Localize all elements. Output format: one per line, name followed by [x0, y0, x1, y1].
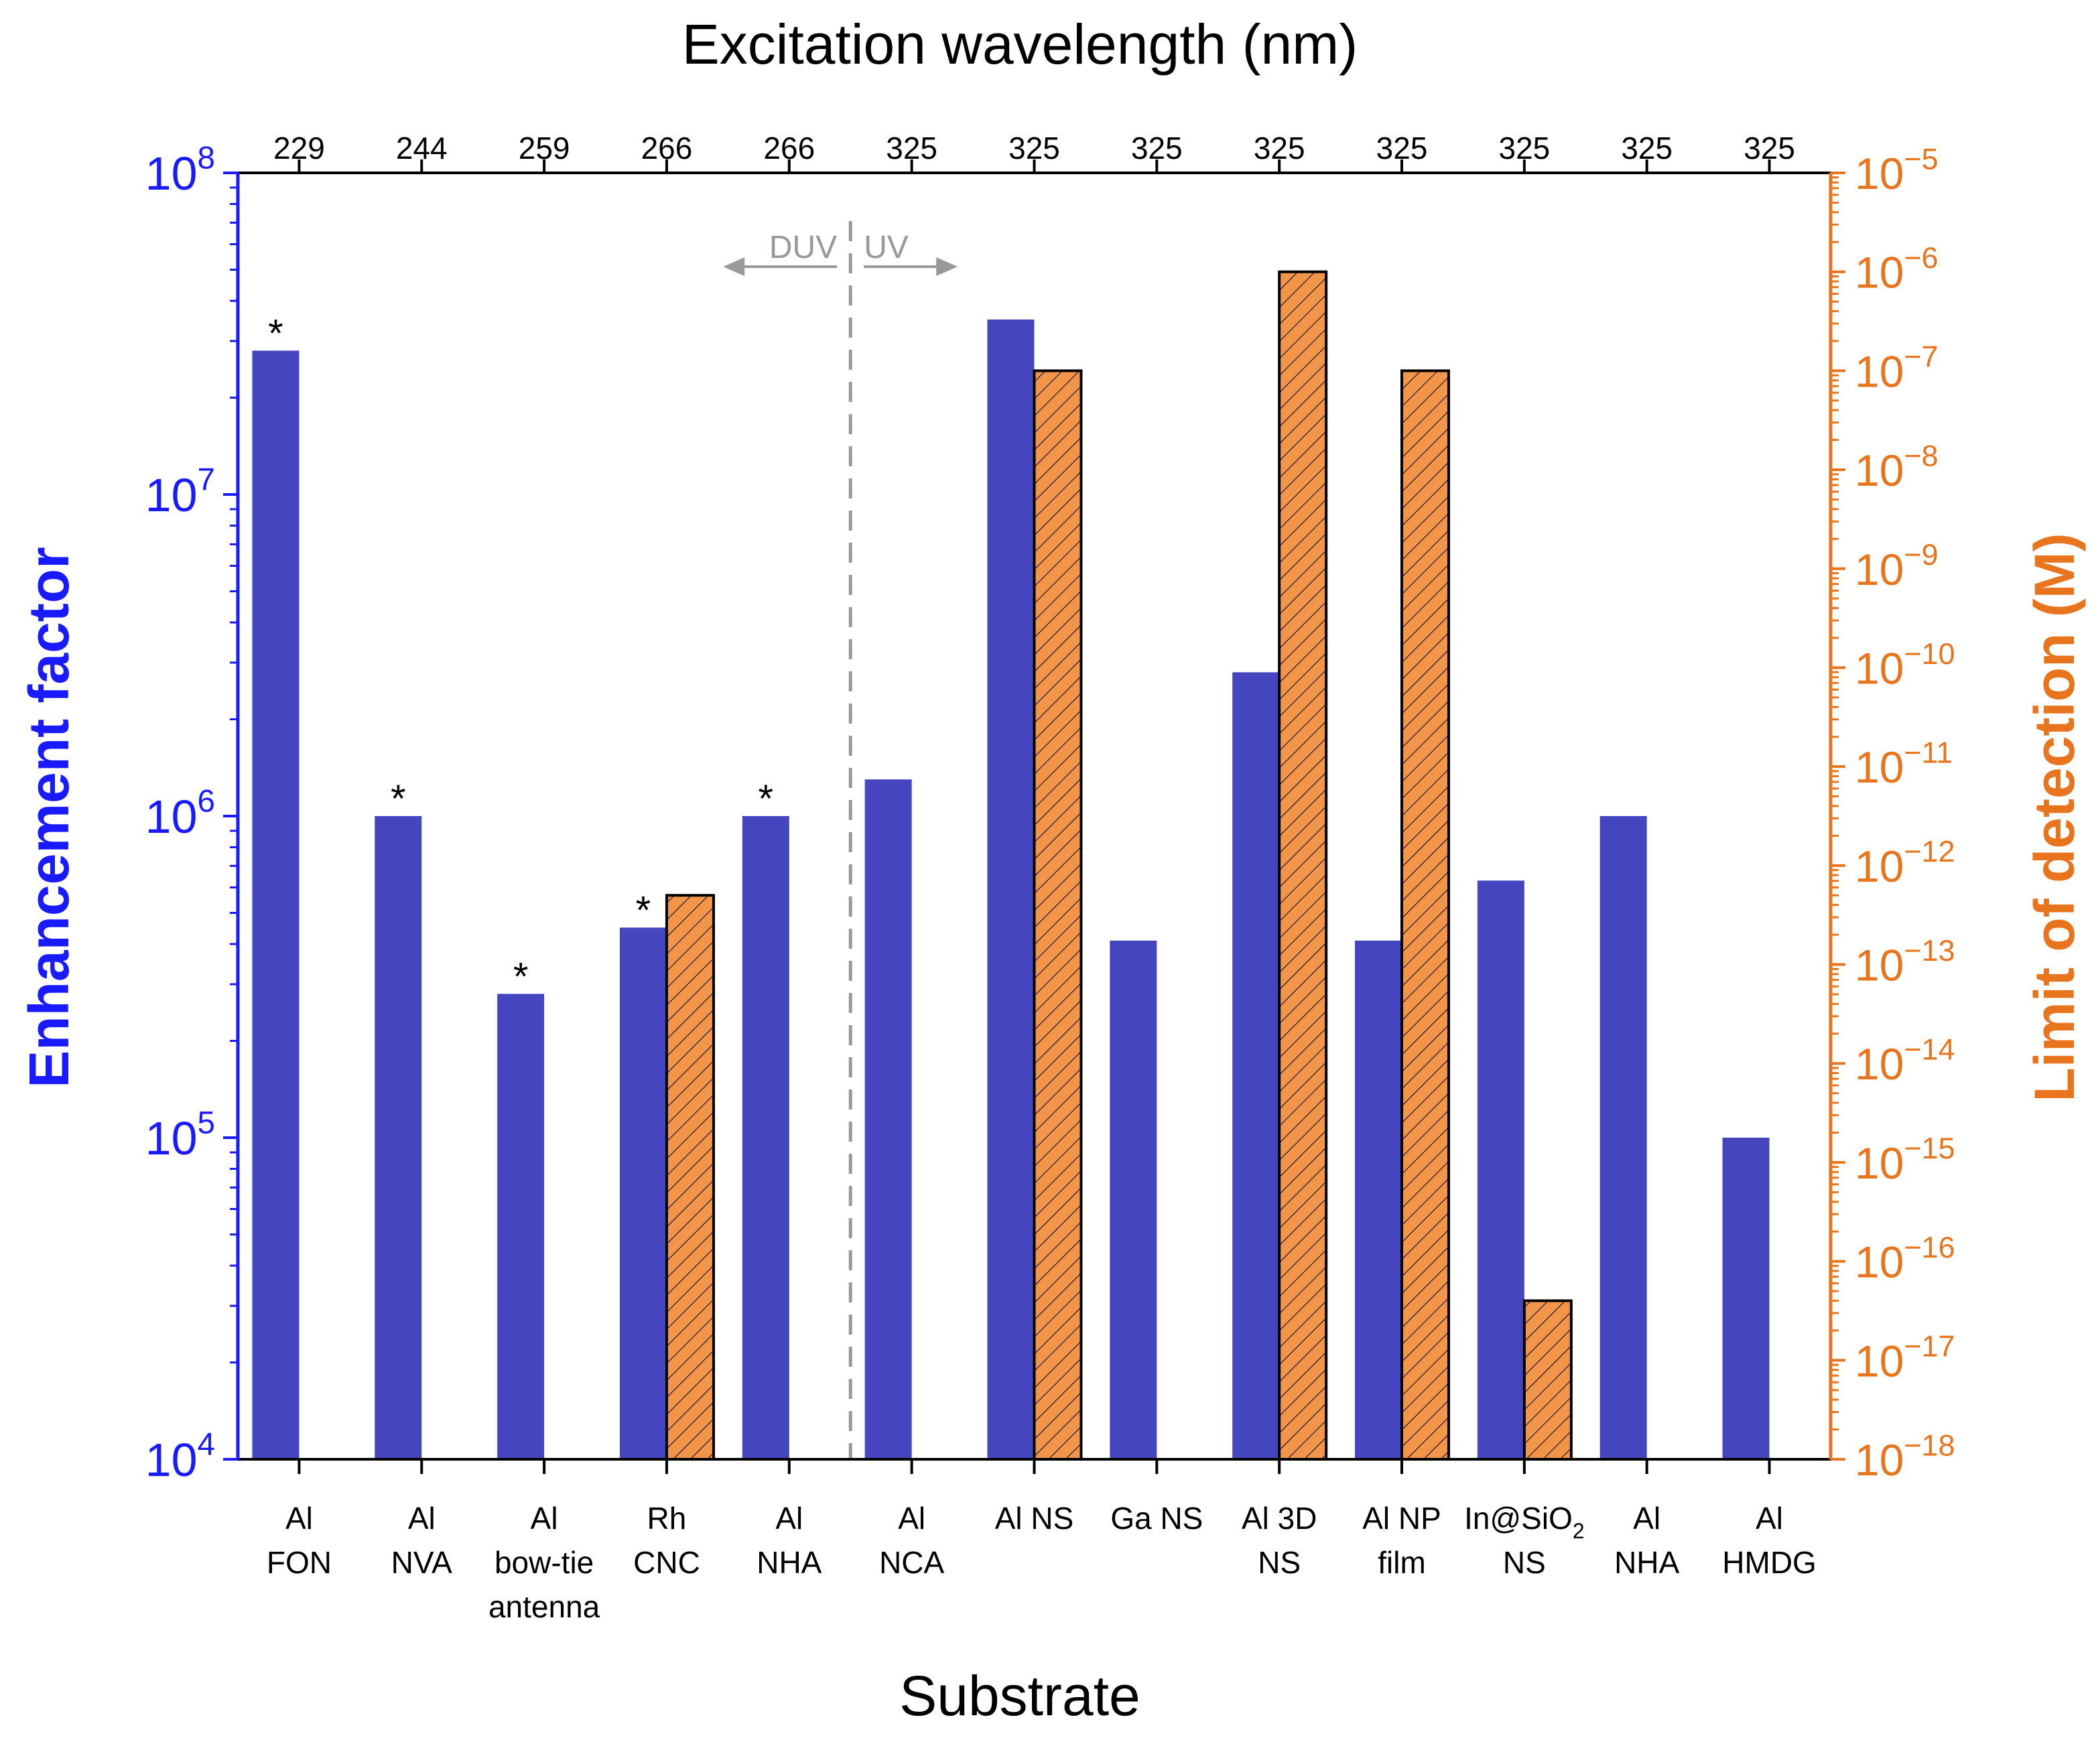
ef-bar: [1722, 1138, 1770, 1459]
y-left-axis-title: Enhancement factor: [17, 547, 80, 1088]
ef-bar: [1355, 940, 1402, 1459]
wavelength-label: 266: [641, 131, 693, 165]
asterisk-mark: *: [513, 955, 529, 998]
wavelength-label: 325: [1621, 131, 1672, 165]
category-label: Rh: [647, 1501, 687, 1536]
duv-label: DUV: [769, 230, 837, 265]
wavelength-label: 259: [519, 131, 570, 165]
y-right-axis-title: Limit of detection (M): [2023, 533, 2086, 1101]
asterisk-mark: *: [268, 312, 283, 355]
wavelength-label: 244: [396, 131, 448, 165]
category-label: FON: [267, 1545, 332, 1580]
ef-bar: [864, 779, 912, 1459]
top-axis-title: Excitation wavelength (nm): [682, 13, 1358, 76]
wavelength-label: 229: [273, 131, 325, 165]
y-right-tick-label: 10−12: [1855, 834, 1955, 891]
wavelength-label: 325: [1008, 131, 1060, 165]
category-label: film: [1378, 1545, 1426, 1580]
category-label: NCA: [879, 1545, 944, 1580]
ef-bar: [742, 816, 789, 1459]
category-label: Al: [1756, 1501, 1783, 1536]
category-label: Al: [285, 1501, 313, 1536]
lod-bar-hatch: [1278, 270, 1328, 1461]
y-right-tick-label: 10−13: [1855, 933, 1955, 990]
ef-bar: [619, 927, 667, 1459]
category-label: Al: [775, 1501, 803, 1536]
y-right-tick-label: 10−18: [1855, 1428, 1955, 1485]
y-left-tick-label: 104: [145, 1427, 215, 1487]
wavelength-label: 266: [763, 131, 815, 165]
category-label: Al 3D: [1242, 1501, 1317, 1536]
wavelength-label: 325: [1131, 131, 1183, 165]
category-label: Al NS: [995, 1501, 1074, 1536]
y-left-tick-label: 105: [145, 1106, 215, 1165]
asterisk-mark: *: [636, 888, 651, 932]
uv-arrow-head: [936, 257, 958, 276]
category-label: NHA: [1614, 1545, 1679, 1580]
y-right-tick-label: 10−8: [1855, 438, 1939, 495]
ef-bar: [252, 350, 300, 1459]
y-right-tick-label: 10−10: [1855, 637, 1955, 693]
wavelength-label: 325: [1254, 131, 1305, 165]
category-label: Ga NS: [1110, 1501, 1203, 1536]
category-label: bow-tie: [495, 1545, 594, 1580]
ef-bar: [1599, 816, 1647, 1459]
category-label: Al: [531, 1501, 558, 1536]
category-label: NS: [1503, 1545, 1546, 1580]
y-right-tick-label: 10−15: [1855, 1131, 1955, 1188]
asterisk-mark: *: [391, 777, 406, 821]
x-axis-title: Substrate: [899, 1664, 1140, 1727]
asterisk-mark: *: [759, 777, 774, 821]
y-left-tick-label: 108: [145, 141, 215, 200]
ef-bar: [987, 319, 1035, 1459]
ef-bar: [1110, 940, 1157, 1459]
y-right-tick-label: 10−17: [1855, 1329, 1955, 1386]
category-label: Al: [408, 1501, 436, 1536]
category-label: Al: [1633, 1501, 1660, 1536]
y-right-tick-label: 10−11: [1855, 735, 1953, 792]
category-label: NS: [1258, 1545, 1301, 1580]
y-left-tick-label: 106: [145, 784, 215, 844]
category-label: Al: [898, 1501, 925, 1536]
lod-bar-hatch: [1033, 369, 1083, 1461]
uv-label: UV: [864, 230, 909, 265]
wavelength-label: 325: [1376, 131, 1428, 165]
lod-bar-hatch: [665, 894, 715, 1461]
category-label: In@SiO2: [1464, 1501, 1585, 1543]
ef-bar: [497, 994, 545, 1459]
category-label: HMDG: [1722, 1545, 1817, 1580]
y-left-tick-label: 107: [145, 462, 215, 522]
lod-bar-hatch: [1400, 369, 1451, 1461]
y-right-tick-label: 10−5: [1855, 141, 1939, 198]
plot-area: * * * * * DUV UV 229 Al FON 244 Al NVA 259 Al bow-tie an…: [145, 131, 1955, 1624]
ef-bar: [375, 816, 422, 1459]
category-label: CNC: [633, 1545, 700, 1580]
category-label: NHA: [757, 1545, 822, 1580]
wavelength-label: 325: [1499, 131, 1551, 165]
y-right-tick-label: 10−16: [1855, 1230, 1955, 1287]
ef-bar: [1232, 672, 1280, 1459]
category-label: antenna: [488, 1589, 600, 1624]
ef-bar: [1477, 880, 1524, 1459]
duv-arrow-head: [723, 257, 745, 276]
lod-bar-hatch: [1522, 1299, 1573, 1461]
wavelength-label: 325: [886, 131, 937, 165]
wavelength-label: 325: [1744, 131, 1795, 165]
y-right-tick-label: 10−9: [1855, 537, 1939, 594]
category-label: Al NP: [1362, 1501, 1441, 1536]
y-right-tick-label: 10−7: [1855, 340, 1939, 397]
y-right-tick-label: 10−14: [1855, 1032, 1955, 1089]
category-label: NVA: [391, 1545, 452, 1580]
y-right-tick-label: 10−6: [1855, 241, 1939, 297]
